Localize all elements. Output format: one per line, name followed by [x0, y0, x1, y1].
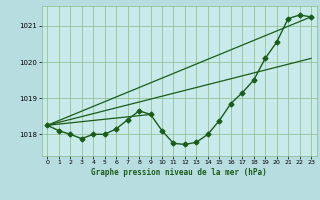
X-axis label: Graphe pression niveau de la mer (hPa): Graphe pression niveau de la mer (hPa): [91, 168, 267, 177]
